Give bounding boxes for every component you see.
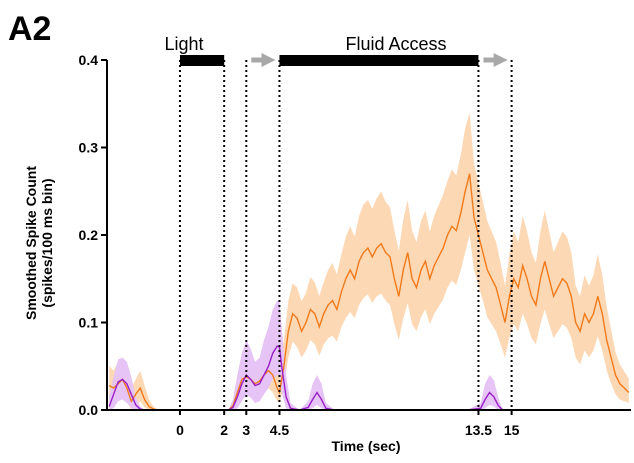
x-tick-label: 0	[176, 422, 184, 438]
purple-confidence-band	[109, 300, 629, 410]
purple-series-line	[108, 345, 629, 411]
y-tick-label: 0.3	[79, 140, 99, 156]
x-tick-label: 2	[220, 422, 228, 438]
x-tick-label: 13.5	[465, 422, 492, 438]
x-axis-title: Time (sec)	[332, 438, 401, 454]
y-tick-label: 0.1	[79, 315, 99, 331]
y-axis-title-line2: (spikes/100 ms bin)	[39, 178, 55, 307]
x-tick-label: 4.5	[270, 422, 290, 438]
y-tick-label: 0.2	[79, 227, 99, 243]
fluid-access-bar-label: Fluid Access	[345, 34, 446, 54]
y-axis-title-line1: Smoothed Spike Count	[23, 166, 39, 320]
plot-area	[101, 53, 631, 415]
y-tick-label: 0.0	[79, 402, 99, 418]
light-bar-label: Light	[164, 34, 203, 54]
fluid-access-bar	[279, 55, 479, 66]
light-bar	[179, 55, 225, 66]
arrow-head	[261, 53, 276, 67]
x-tick-label: 3	[242, 422, 250, 438]
y-tick-label: 0.4	[79, 52, 99, 68]
arrow-head	[493, 53, 508, 67]
panel-label: A2	[8, 10, 51, 48]
orange-confidence-band	[109, 112, 629, 410]
x-tick-label: 15	[504, 422, 520, 438]
